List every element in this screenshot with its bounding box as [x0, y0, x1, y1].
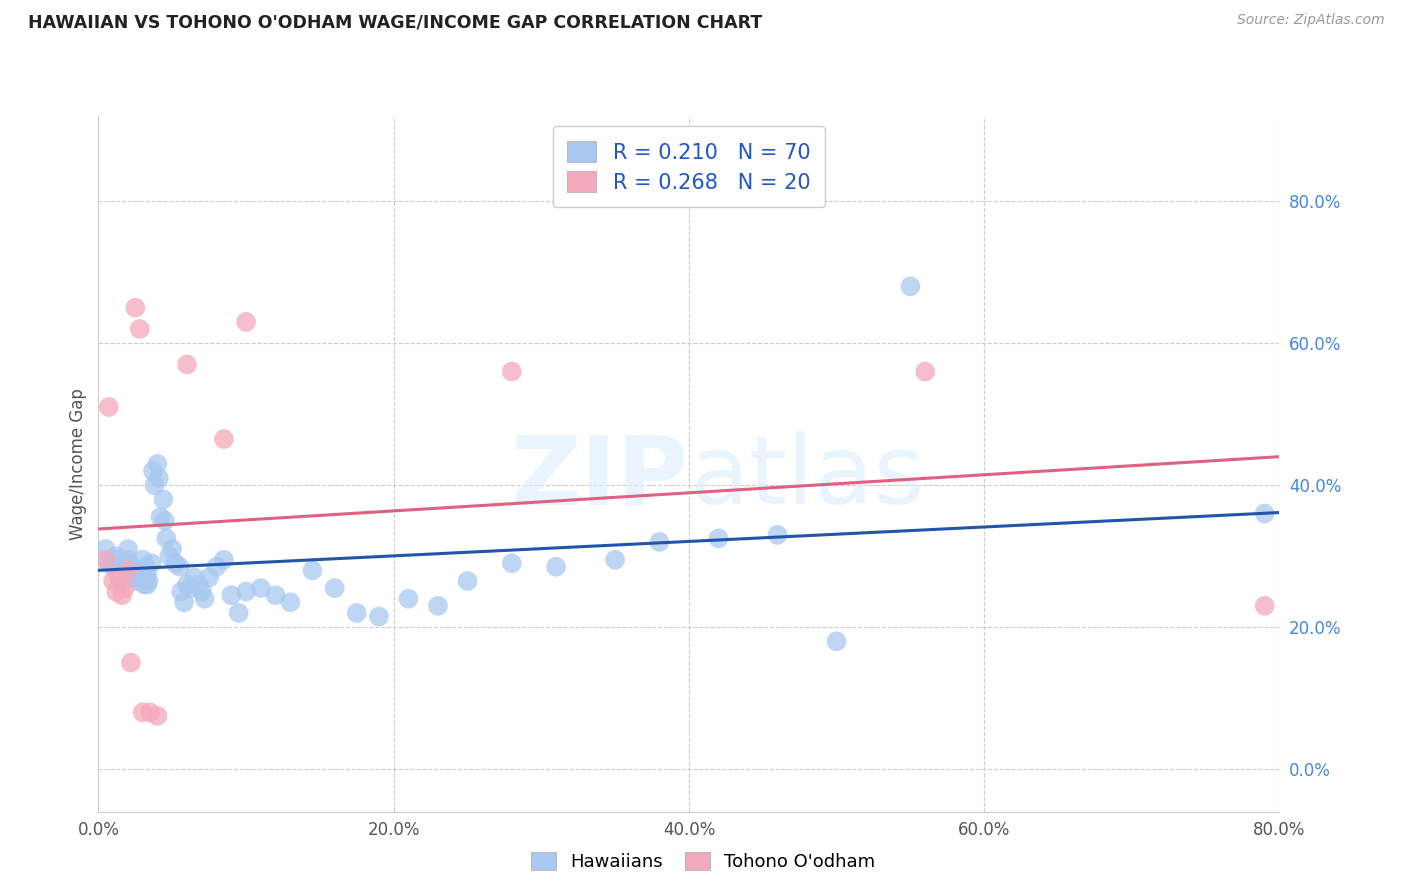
Point [107, 552, 129, 566]
Point [1254, 599, 1277, 613]
Text: atlas: atlas [689, 431, 924, 524]
Point [250, 581, 273, 595]
Point [900, 279, 922, 293]
Text: HAWAIIAN VS TOHONO O'ODHAM WAGE/INCOME GAP CORRELATION CHART: HAWAIIAN VS TOHONO O'ODHAM WAGE/INCOME G… [28, 13, 762, 31]
Point [179, 581, 201, 595]
Point [117, 563, 139, 577]
Legend: R = 0.210   N = 70, R = 0.268   N = 20: R = 0.210 N = 70, R = 0.268 N = 20 [553, 127, 825, 207]
Point [152, 492, 174, 507]
Point [501, 365, 523, 379]
Point [146, 457, 169, 471]
Point [766, 528, 789, 542]
Point [105, 549, 128, 563]
Point [427, 599, 450, 613]
Point [346, 606, 368, 620]
Point [198, 570, 221, 584]
Point [149, 510, 172, 524]
Point [205, 559, 228, 574]
Point [128, 563, 150, 577]
Point [544, 559, 567, 574]
Point [212, 552, 235, 566]
Point [110, 566, 132, 581]
Point [139, 706, 162, 720]
Point [121, 570, 143, 584]
Point [191, 584, 214, 599]
Point [148, 471, 170, 485]
Point [157, 549, 180, 563]
Point [128, 322, 150, 336]
Point [605, 552, 627, 566]
Point [169, 559, 191, 574]
Point [176, 358, 198, 372]
Point [170, 584, 193, 599]
Point [187, 577, 209, 591]
Point [105, 584, 128, 599]
Point [134, 577, 156, 591]
Point [114, 581, 136, 595]
Point [264, 588, 287, 602]
Point [1254, 507, 1277, 521]
Y-axis label: Wage/Income Gap: Wage/Income Gap [69, 388, 87, 540]
Point [173, 595, 195, 609]
Point [183, 570, 205, 584]
Point [97, 400, 120, 414]
Point [219, 588, 242, 602]
Point [136, 577, 159, 591]
Point [235, 315, 257, 329]
Text: ZIP: ZIP [510, 431, 689, 524]
Point [112, 570, 135, 584]
Point [138, 574, 160, 588]
Point [153, 514, 176, 528]
Point [323, 581, 346, 595]
Point [146, 709, 169, 723]
Point [136, 566, 159, 581]
Point [124, 301, 146, 315]
Point [162, 542, 183, 557]
Point [132, 570, 155, 584]
Point [111, 588, 134, 602]
Point [132, 552, 155, 566]
Point [94, 542, 117, 557]
Point [278, 595, 302, 609]
Point [501, 556, 523, 570]
Point [141, 556, 163, 570]
Point [155, 532, 177, 546]
Point [648, 535, 671, 549]
Point [228, 606, 250, 620]
Point [142, 464, 165, 478]
Point [456, 574, 478, 588]
Point [117, 542, 139, 557]
Point [212, 432, 235, 446]
Text: Source: ZipAtlas.com: Source: ZipAtlas.com [1237, 13, 1385, 28]
Point [194, 591, 217, 606]
Point [120, 559, 142, 574]
Point [914, 365, 936, 379]
Point [111, 563, 134, 577]
Point [368, 609, 391, 624]
Point [120, 656, 142, 670]
Legend: Hawaiians, Tohono O'odham: Hawaiians, Tohono O'odham [523, 845, 883, 879]
Point [103, 574, 125, 588]
Point [108, 570, 131, 584]
Point [707, 532, 730, 546]
Point [396, 591, 419, 606]
Point [176, 577, 198, 591]
Point [125, 566, 148, 581]
Point [117, 552, 139, 566]
Point [165, 556, 187, 570]
Point [132, 706, 155, 720]
Point [118, 556, 141, 570]
Point [301, 563, 323, 577]
Point [114, 559, 136, 574]
Point [143, 478, 166, 492]
Point [103, 559, 125, 574]
Point [235, 584, 257, 599]
Point [97, 556, 120, 570]
Point [825, 634, 848, 648]
Point [94, 552, 117, 566]
Point [124, 574, 146, 588]
Point [135, 559, 157, 574]
